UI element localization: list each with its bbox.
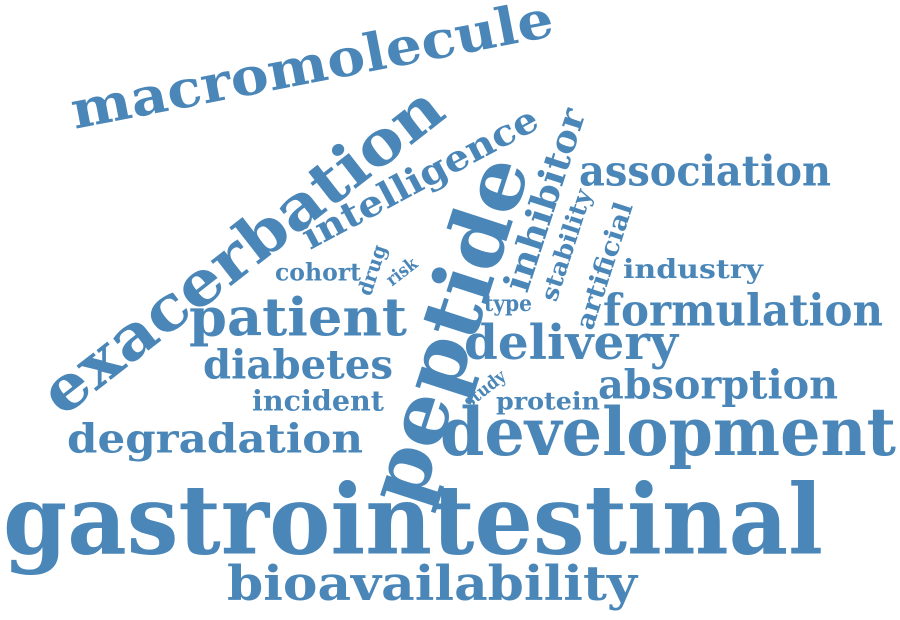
word-industry: industry — [623, 255, 764, 285]
word-formulation: formulation — [603, 286, 883, 337]
word-incident: incident — [252, 385, 384, 418]
word-delivery: delivery — [464, 315, 680, 371]
word-type: type — [484, 291, 532, 317]
word-association: association — [579, 147, 831, 196]
word-protein: protein — [496, 387, 600, 416]
word-cohort: cohort — [275, 258, 361, 287]
word-gastrointestinal: gastrointestinal — [3, 464, 823, 577]
word-patient: patient — [189, 288, 407, 349]
word-absorption: absorption — [598, 362, 838, 409]
word-bioavailability: bioavailability — [227, 556, 639, 612]
word-development: development — [440, 393, 896, 471]
word-diabetes: diabetes — [203, 342, 393, 389]
word-degradation: degradation — [67, 416, 363, 463]
